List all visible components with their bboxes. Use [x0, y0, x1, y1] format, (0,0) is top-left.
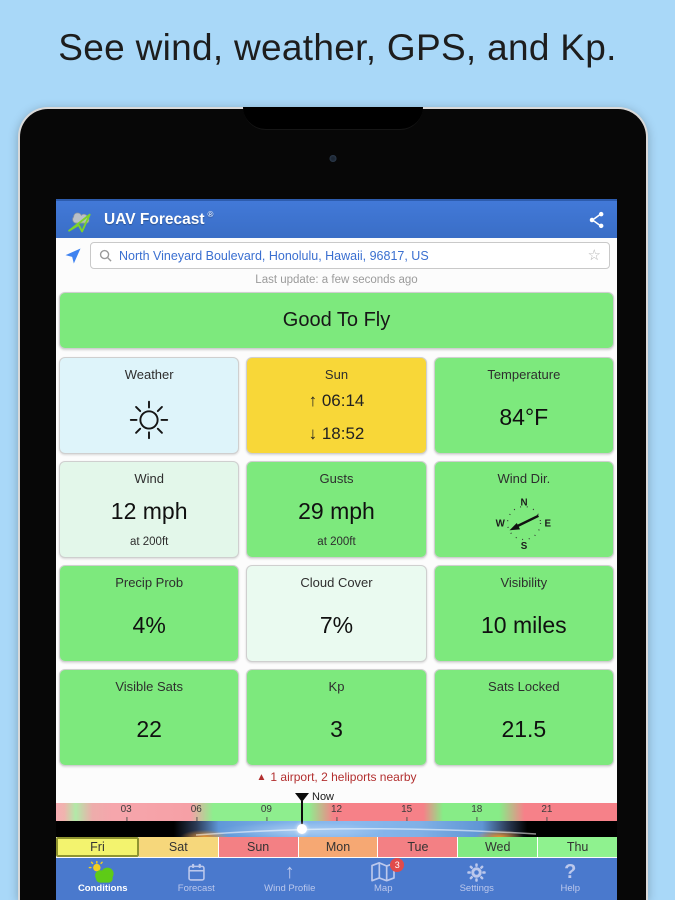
day-tab-mon[interactable]: Mon — [298, 837, 379, 857]
nav-map[interactable]: Map 3 — [337, 858, 431, 900]
hour-quality-strip[interactable]: 03 06 09 12 15 18 21 — [56, 803, 617, 821]
sun-position-dot[interactable] — [297, 824, 307, 834]
gear-icon — [467, 862, 486, 882]
clear-weather-sun-icon — [129, 400, 169, 439]
precip-value: 4% — [132, 612, 166, 638]
tile-sun: Sun ↑ 06:14 ↓ 18:52 — [246, 357, 427, 454]
nav-wind-profile[interactable]: ↑ Wind Profile — [264, 861, 316, 894]
folded-map-icon — [371, 862, 396, 882]
hour-tick: 09 — [260, 804, 272, 821]
tile-gusts: Gusts 29 mph at 200ft — [246, 461, 427, 558]
now-marker-line — [301, 801, 303, 829]
status-banner: Good To Fly — [59, 292, 614, 349]
share-icon — [589, 211, 604, 228]
conditions-grid: Weather Sun — [59, 357, 614, 766]
hour-tick: 15 — [401, 804, 413, 821]
hour-tick: 03 — [120, 804, 132, 821]
airspace-warning-text: 1 airport, 2 heliports nearby — [270, 770, 417, 784]
location-arrow-icon — [65, 248, 81, 263]
location-text: North Vineyard Boulevard, Honolulu, Hawa… — [119, 248, 429, 263]
sunrise-time: ↑ 06:14 — [308, 391, 365, 410]
app-logo-icon — [68, 212, 91, 232]
speaker-notch — [243, 107, 423, 130]
tile-precip-prob: Precip Prob 4% — [59, 565, 240, 662]
tile-visibility: Visibility 10 miles — [433, 565, 614, 662]
day-night-strip — [56, 821, 617, 837]
timeline: 03 06 09 12 15 18 21 Now Fri Sat Sun Mon — [56, 791, 617, 858]
compass-icon: N E S W — [495, 497, 551, 551]
day-tab-sat[interactable]: Sat — [138, 837, 219, 857]
day-tab-tue[interactable]: Tue — [378, 837, 459, 857]
question-mark-icon: ? — [564, 861, 577, 883]
kp-value: 3 — [330, 716, 343, 742]
nav-forecast[interactable]: Forecast — [150, 858, 244, 900]
day-tab-sun[interactable]: Sun — [218, 837, 299, 857]
cloud-cover-value: 7% — [319, 612, 354, 638]
tile-wind-direction: Wind Dir. N E S W — [433, 461, 614, 558]
temperature-value: 84°F — [499, 404, 549, 430]
wind-value: 12 mph — [110, 497, 188, 524]
gusts-value: 29 mph — [298, 497, 375, 524]
app-screen: UAV Forecast ® — [56, 199, 617, 900]
last-update-text: Last update: a few seconds ago — [255, 274, 418, 286]
compass-s: S — [521, 540, 528, 551]
wind-altitude: at 200ft — [129, 536, 169, 548]
hour-tick: 18 — [471, 804, 483, 821]
compass-w: W — [495, 518, 505, 529]
my-location-button[interactable] — [63, 246, 83, 266]
compass-e: E — [544, 518, 551, 529]
hour-tick: 12 — [330, 804, 343, 821]
hour-tick: 21 — [541, 804, 553, 821]
sun-cloud-icon — [88, 860, 114, 883]
camera-dot — [329, 155, 337, 162]
calendar-icon — [188, 863, 205, 881]
caption: See wind, weather, GPS, and Kp. — [58, 27, 617, 68]
day-tabs: Fri Sat Sun Mon Tue Wed Thu — [56, 837, 617, 857]
bottom-nav: Conditions Forecast ↑ Wind Profile — [56, 858, 617, 900]
search-icon — [99, 249, 112, 262]
visible-sats-value: 22 — [136, 716, 162, 742]
registered-mark: ® — [207, 209, 214, 219]
app-title: UAV Forecast ® — [104, 209, 214, 228]
nav-settings[interactable]: Settings — [430, 858, 524, 900]
sunset-time: ↓ 18:52 — [308, 424, 365, 443]
compass-n: N — [520, 497, 527, 508]
tile-visible-sats: Visible Sats 22 — [59, 669, 240, 766]
hour-tick: 06 — [190, 804, 202, 821]
day-tab-wed[interactable]: Wed — [458, 837, 539, 857]
airspace-warning[interactable]: ▲ 1 airport, 2 heliports nearby — [56, 770, 617, 784]
day-tab-fri[interactable]: Fri — [56, 837, 139, 857]
sats-locked-value: 21.5 — [501, 716, 547, 742]
visibility-value: 10 miles — [480, 612, 567, 638]
tile-wind: Wind 12 mph at 200ft — [59, 461, 240, 558]
tile-sats-locked: Sats Locked 21.5 — [433, 669, 614, 766]
tile-cloud-cover: Cloud Cover 7% — [246, 565, 427, 662]
search-row: North Vineyard Boulevard, Honolulu, Hawa… — [56, 240, 617, 271]
now-label: Now — [312, 791, 335, 803]
location-search-field[interactable]: North Vineyard Boulevard, Honolulu, Hawa… — [90, 242, 610, 269]
tile-weather: Weather — [59, 357, 240, 454]
up-arrow-icon: ↑ — [284, 861, 295, 883]
nav-help[interactable]: ? Help — [560, 861, 581, 894]
nav-conditions[interactable]: Conditions — [56, 858, 150, 900]
now-marker-triangle — [295, 793, 309, 802]
tile-temperature: Temperature 84°F — [433, 357, 614, 454]
map-badge: 3 — [390, 858, 405, 872]
tile-kp: Kp 3 — [246, 669, 427, 766]
gusts-altitude: at 200ft — [317, 536, 356, 548]
warning-triangle-icon: ▲ — [256, 772, 267, 783]
share-button[interactable] — [587, 210, 607, 230]
favorite-star-icon[interactable]: ☆ — [587, 247, 601, 264]
app-bar: UAV Forecast ® — [56, 199, 617, 238]
day-tab-thu[interactable]: Thu — [538, 837, 617, 857]
